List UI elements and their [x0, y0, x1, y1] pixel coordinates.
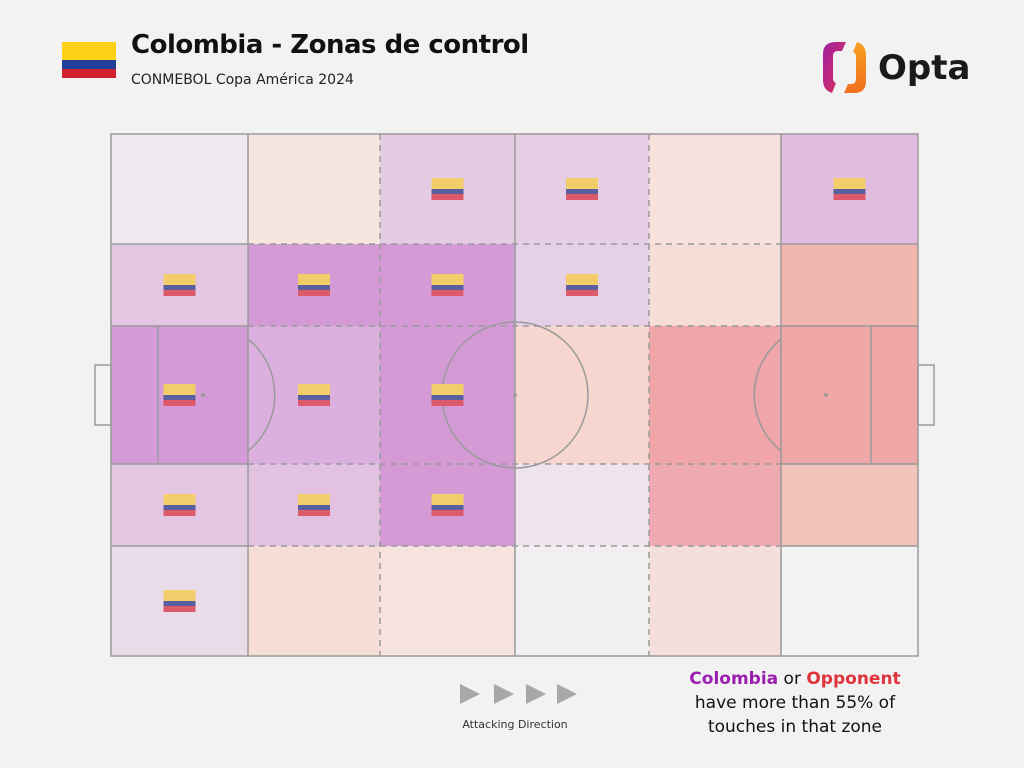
subtitle: CONMEBOL Copa América 2024 [131, 72, 354, 88]
penalty-arc [753, 338, 782, 452]
goal-left [94, 364, 112, 426]
colombia-flag-icon [163, 590, 196, 612]
zone-cell [649, 464, 781, 546]
colombia-flag-icon [566, 274, 598, 296]
colombia-flag-icon [431, 274, 464, 296]
penalty-arc [247, 338, 276, 452]
zone-cell [380, 546, 515, 656]
zone-cell [781, 244, 918, 326]
zone-cell [649, 134, 781, 244]
spot [824, 393, 828, 397]
legend-opponent: Opponent [806, 669, 901, 689]
colombia-flag-icon [163, 494, 196, 516]
legend-line2: touches in that zone [707, 717, 883, 737]
zone-cell [781, 464, 918, 546]
zone-cell [248, 134, 380, 244]
colombia-flag-icon [298, 494, 330, 516]
legend-line1: have more than 55% of [694, 693, 896, 713]
zone-cell [649, 244, 781, 326]
legend: Colombia or Opponent have more than 55% … [680, 667, 910, 739]
zone-cell [649, 326, 781, 464]
zone-cell [649, 546, 781, 656]
goal-right [917, 364, 935, 426]
spot [513, 393, 517, 397]
pitch-heatmap [94, 133, 935, 657]
colombia-flag-icon [298, 384, 330, 406]
colombia-flag-icon [163, 274, 196, 296]
opta-logo-text: Opta [878, 48, 971, 88]
zone-cell [515, 464, 649, 546]
colombia-flag-icon [566, 178, 598, 200]
zone-cell [515, 546, 649, 656]
page-title: Colombia - Zonas de control [131, 30, 529, 60]
legend-or: or [783, 669, 801, 689]
spot [201, 393, 205, 397]
zone-cell [248, 546, 380, 656]
zone-cell [111, 134, 248, 244]
colombia-flag-icon [298, 274, 330, 296]
colombia-flag-icon [833, 178, 866, 200]
colombia-flag-icon [431, 494, 464, 516]
zone-cell [781, 546, 918, 656]
zone-cell [781, 326, 918, 464]
attacking-direction-label: Attacking Direction [462, 718, 568, 731]
colombia-flag-icon [431, 178, 464, 200]
opta-logo-icon [823, 42, 866, 93]
colombia-flag-icon [163, 384, 196, 406]
zone-cell [515, 326, 649, 464]
colombia-flag-icon [431, 384, 464, 406]
attacking-direction-arrows-icon [460, 684, 577, 704]
legend-team: Colombia [689, 669, 779, 689]
colombia-flag-icon [62, 42, 116, 78]
